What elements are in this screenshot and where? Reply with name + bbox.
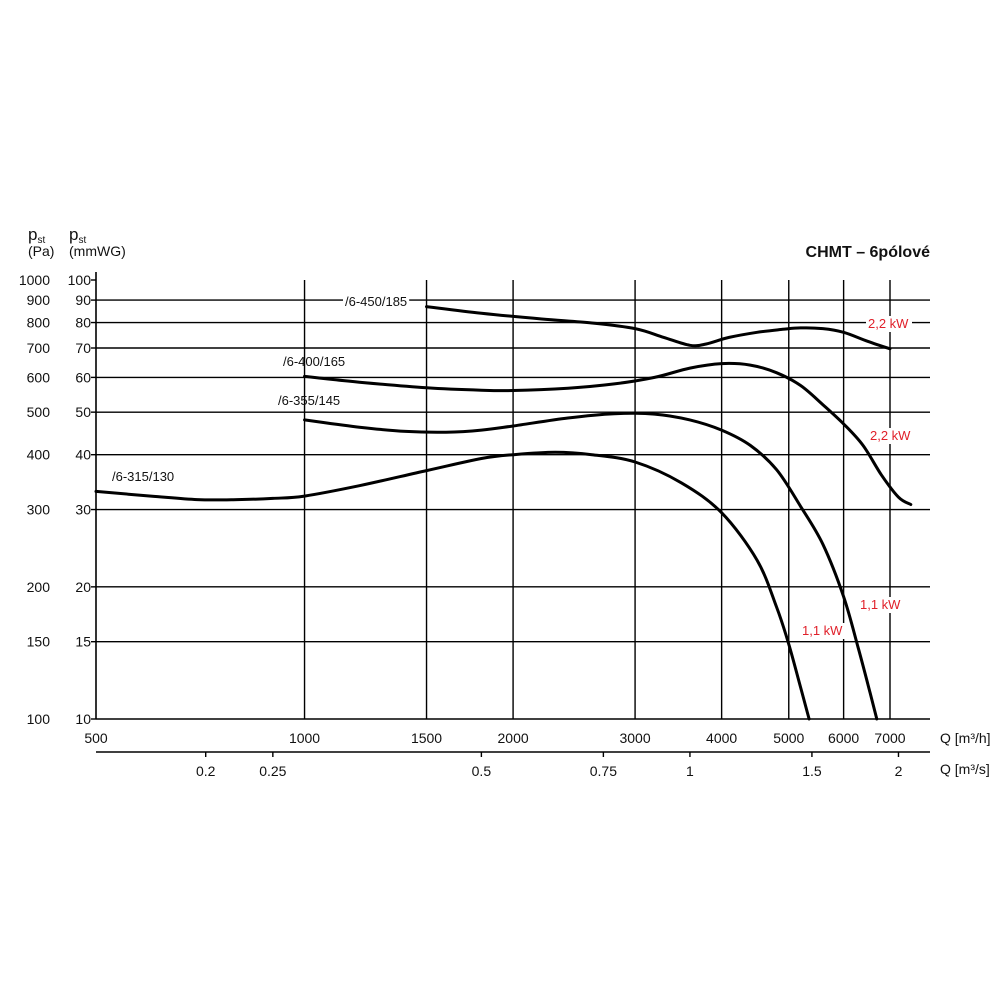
series-curve-6-400-165 — [303, 361, 913, 506]
x-tick-label-m3h-6000: 6000 — [828, 730, 859, 746]
power-label-6-315-130: 1,1 kW — [802, 623, 843, 638]
y-pa-unit: (Pa) — [28, 243, 54, 259]
x-tick-label-m3s-0.5: 0.5 — [472, 763, 492, 779]
power-label-bg-6-355-145 — [858, 597, 904, 613]
x-tick-label-m3s-1: 1 — [686, 763, 694, 779]
y-tick-label-pa-100: 100 — [27, 711, 51, 727]
series-curve-6-355-145 — [303, 411, 879, 721]
y-tick-label-pa-400: 400 — [27, 447, 51, 463]
axis-frame — [91, 272, 930, 757]
y-tick-label-pa-700: 700 — [27, 340, 51, 356]
series-name-6-450-185: /6-450/185 — [345, 294, 407, 309]
y-tick-label-mmwg-40: 40 — [75, 447, 91, 463]
y-tick-label-pa-800: 800 — [27, 315, 51, 331]
x-tick-label-m3h-4000: 4000 — [706, 730, 737, 746]
x-tick-label-m3s-1.5: 1.5 — [802, 763, 822, 779]
series-name-6-400-165: /6-400/165 — [283, 354, 345, 369]
y-mmwg-subscript: st — [78, 235, 86, 246]
y-tick-label-mmwg-15: 15 — [75, 634, 91, 650]
y-tick-label-mmwg-10: 10 — [75, 711, 91, 727]
series-curve-6-315-130 — [94, 450, 811, 721]
series-curve-6-450-185 — [425, 305, 892, 351]
y-mmwg-unit: (mmWG) — [69, 243, 126, 259]
y-tick-label-pa-600: 600 — [27, 369, 51, 385]
y-tick-label-mmwg-70: 70 — [75, 340, 91, 356]
power-label-bg-6-400-165 — [868, 428, 914, 444]
x-axis-label-m3s: Q [m³/s] — [940, 761, 990, 777]
x-tick-label-m3h-5000: 5000 — [773, 730, 804, 746]
y-mmwg-symbol: p — [69, 225, 78, 244]
y-tick-label-mmwg-50: 50 — [75, 404, 91, 420]
series-curves — [94, 305, 913, 721]
y-pa-symbol: p — [28, 225, 37, 244]
series-name-6-315-130: /6-315/130 — [112, 469, 174, 484]
y-tick-label-mmwg-80: 80 — [75, 315, 91, 331]
power-label-bg-6-315-130 — [800, 623, 846, 639]
x-tick-label-m3s-2: 2 — [895, 763, 903, 779]
grid-layer — [96, 280, 930, 719]
series-name-6-355-145: /6-355/145 — [278, 393, 340, 408]
x-tick-label-m3s-0.25: 0.25 — [259, 763, 286, 779]
y-tick-label-pa-900: 900 — [27, 292, 51, 308]
y-axis-label-mmwg: pst (mmWG) — [69, 225, 126, 259]
y-tick-label-mmwg-20: 20 — [75, 579, 91, 595]
x-tick-label-m3h-500: 500 — [84, 730, 108, 746]
y-tick-label-pa-500: 500 — [27, 404, 51, 420]
tick-labels: 1001502003004005006007008009001000101520… — [19, 272, 906, 779]
y-tick-label-mmwg-100: 100 — [68, 272, 92, 288]
y-tick-label-pa-1000: 1000 — [19, 272, 50, 288]
y-tick-label-pa-150: 150 — [27, 634, 51, 650]
y-pa-subscript: st — [37, 235, 45, 246]
x-tick-label-m3s-0.2: 0.2 — [196, 763, 216, 779]
svg-text:pst: pst — [28, 225, 45, 246]
x-tick-label-m3h-3000: 3000 — [619, 730, 650, 746]
y-axis-label-pa: pst (Pa) — [28, 225, 54, 259]
y-tick-label-pa-200: 200 — [27, 579, 51, 595]
y-tick-label-mmwg-30: 30 — [75, 502, 91, 518]
y-tick-label-pa-300: 300 — [27, 502, 51, 518]
y-tick-label-mmwg-60: 60 — [75, 369, 91, 385]
power-label-6-355-145: 1,1 kW — [860, 597, 901, 612]
x-tick-label-m3s-0.75: 0.75 — [590, 763, 617, 779]
x-tick-label-m3h-1500: 1500 — [411, 730, 442, 746]
x-tick-label-m3h-1000: 1000 — [289, 730, 320, 746]
power-label-bg-6-450-185 — [866, 316, 912, 332]
x-tick-label-m3h-7000: 7000 — [874, 730, 905, 746]
series-labels: /6-315/130 1,1 kW/6-355/145 1,1 kW/6-400/1… — [112, 293, 914, 639]
svg-text:pst: pst — [69, 225, 86, 246]
y-tick-label-mmwg-90: 90 — [75, 292, 91, 308]
power-label-6-450-185: 2,2 kW — [868, 316, 909, 331]
chart-title: CHMT – 6pólové — [806, 244, 931, 261]
series-name-bg-6-450-185 — [343, 293, 410, 310]
x-axis-label-m3h: Q [m³/h] — [940, 730, 991, 746]
x-tick-label-m3h-2000: 2000 — [498, 730, 529, 746]
power-label-6-400-165: 2,2 kW — [870, 428, 911, 443]
